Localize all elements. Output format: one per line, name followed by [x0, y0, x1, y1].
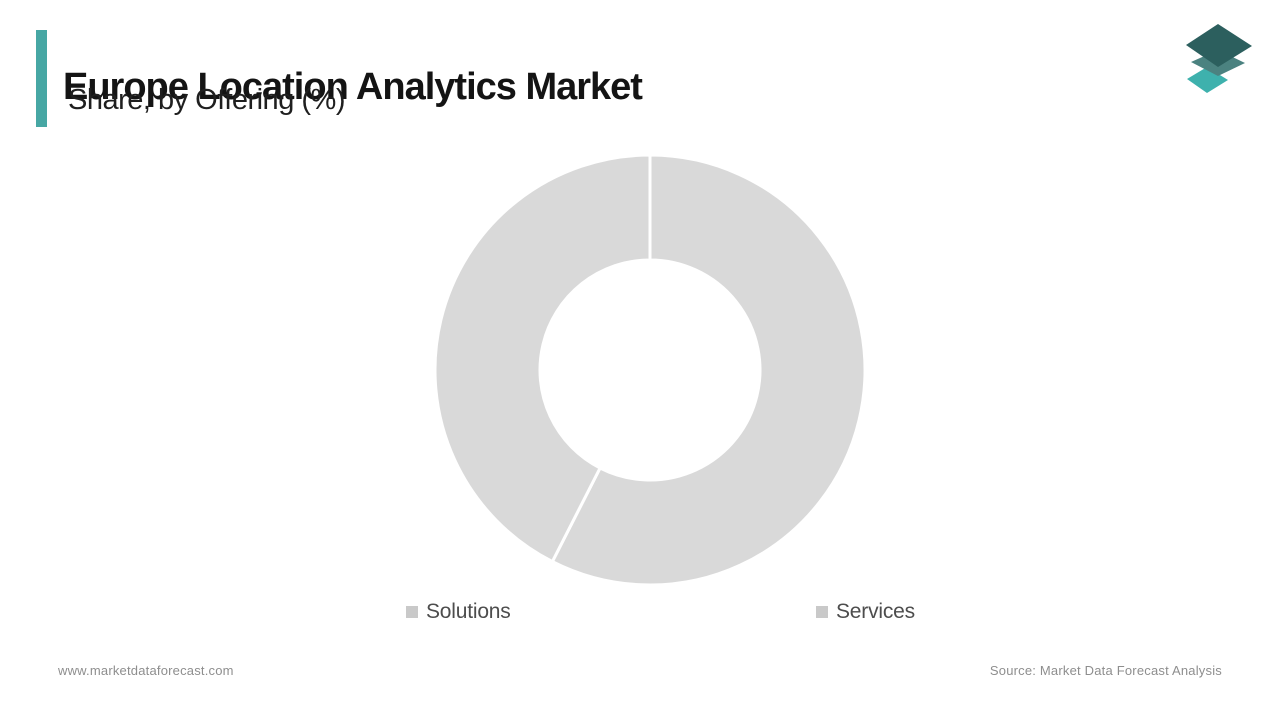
logo-diamond-top — [1186, 24, 1252, 67]
legend-marker-services-icon — [816, 606, 828, 618]
donut-segment-services[interactable] — [433, 153, 652, 564]
logo-diamond-bottom — [1187, 67, 1228, 93]
title-accent-bar — [36, 30, 47, 127]
page-subtitle: Share, by Offering (%) — [68, 84, 345, 116]
legend-item-solutions[interactable]: Solutions — [406, 600, 511, 624]
donut-chart — [433, 153, 867, 587]
market-data-forecast-logo-icon — [1186, 24, 1252, 93]
legend-item-services[interactable]: Services — [816, 600, 915, 624]
page-title: Europe Location Analytics Market — [63, 66, 643, 109]
legend-label-solutions: Solutions — [426, 600, 511, 623]
legend-marker-solutions-icon — [406, 606, 418, 618]
legend-label-services: Services — [836, 600, 915, 623]
donut-segment-solutions[interactable] — [550, 153, 867, 587]
source-text: Source: Market Data Forecast Analysis — [989, 663, 1222, 678]
website-text: www.marketdataforecast.com — [58, 663, 234, 678]
